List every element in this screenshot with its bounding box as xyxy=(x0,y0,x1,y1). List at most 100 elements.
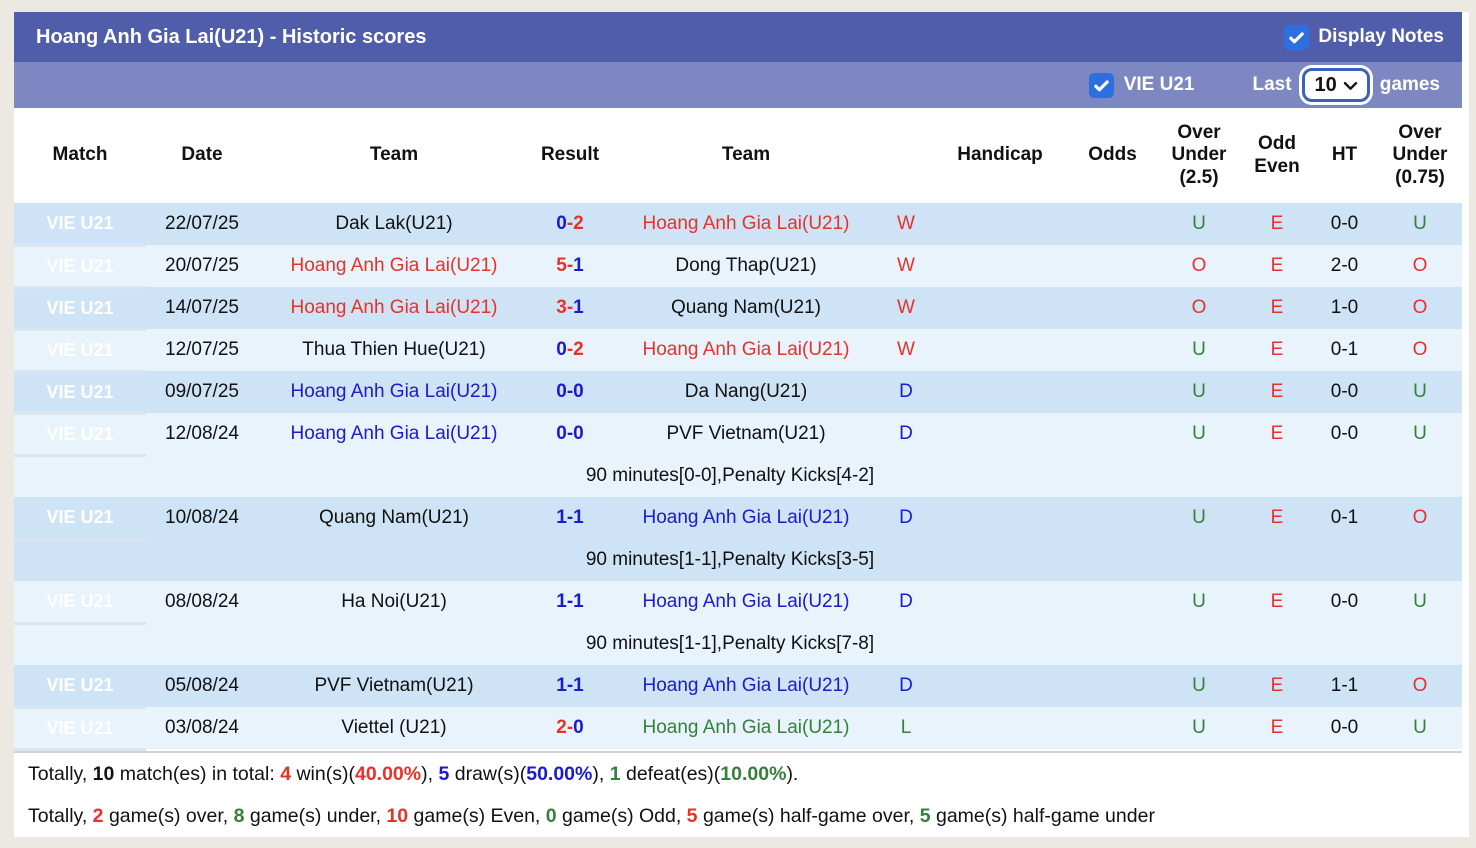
col-header-home-team: Team xyxy=(258,108,530,203)
ht-cell: 0-0 xyxy=(1311,707,1378,749)
col-header-letter xyxy=(882,108,930,203)
ht-cell: 2-0 xyxy=(1311,245,1378,287)
home-team-cell: Thua Thien Hue(U21) xyxy=(258,329,530,371)
odd-even-cell: E xyxy=(1243,581,1311,623)
table-header-row: Match Date Team Result Team Handicap Odd… xyxy=(14,108,1462,203)
away-team-cell: Hoang Anh Gia Lai(U21) xyxy=(610,581,882,623)
over-under-25-cell: U xyxy=(1155,497,1243,539)
match-cell-empty xyxy=(14,623,146,665)
table-row: VIE U21 09/07/25 Hoang Anh Gia Lai(U21) … xyxy=(14,371,1462,415)
score-dash: - xyxy=(566,591,574,612)
games-label: games xyxy=(1379,74,1440,95)
away-team-cell: Hoang Anh Gia Lai(U21) xyxy=(610,665,882,707)
ht-cell: 1-1 xyxy=(1311,665,1378,707)
over-under-075-cell: O xyxy=(1378,329,1462,371)
table-row: VIE U21 20/07/25 Hoang Anh Gia Lai(U21) … xyxy=(14,245,1462,289)
handicap-cell xyxy=(930,371,1070,413)
ht-cell: 0-1 xyxy=(1311,497,1378,539)
table-row: VIE U21 12/07/25 Thua Thien Hue(U21) 0-2… xyxy=(14,329,1462,373)
date-cell: 05/08/24 xyxy=(146,665,258,707)
home-team-cell: Hoang Anh Gia Lai(U21) xyxy=(258,371,530,413)
over-under-25-cell: U xyxy=(1155,581,1243,623)
result-cell: 0-2 xyxy=(530,329,610,371)
table-row: VIE U21 05/08/24 PVF Vietnam(U21) 1-1 Ho… xyxy=(14,665,1462,709)
league-badge: VIE U21 xyxy=(14,371,146,415)
col-header-date: Date xyxy=(146,108,258,203)
col-header-odd-even: Odd Even xyxy=(1243,108,1311,203)
away-score: 0 xyxy=(573,423,584,444)
score-dash: - xyxy=(566,507,574,528)
vie-u21-label[interactable]: VIE U21 xyxy=(1123,74,1195,95)
handicap-cell xyxy=(930,329,1070,371)
date-cell: 20/07/25 xyxy=(146,245,258,287)
over-under-075-cell: U xyxy=(1378,203,1462,245)
result-cell: 0-0 xyxy=(530,371,610,413)
home-score: 0 xyxy=(556,213,567,234)
league-badge: VIE U21 xyxy=(14,245,146,289)
col-header-odds: Odds xyxy=(1070,108,1155,203)
odd-even-cell: E xyxy=(1243,203,1311,245)
league-badge: VIE U21 xyxy=(14,329,146,373)
home-team-cell: Hoang Anh Gia Lai(U21) xyxy=(258,245,530,287)
display-notes-label[interactable]: Display Notes xyxy=(1318,26,1444,47)
away-score: 2 xyxy=(573,339,584,360)
odds-cell xyxy=(1070,665,1155,707)
result-letter: D xyxy=(882,581,930,623)
score-dash: - xyxy=(566,381,574,402)
odd-even-cell: E xyxy=(1243,329,1311,371)
away-score: 1 xyxy=(573,507,584,528)
league-badge: VIE U21 xyxy=(14,581,146,625)
handicap-cell xyxy=(930,707,1070,749)
display-notes-checkbox[interactable] xyxy=(1284,24,1310,50)
odd-even-cell: E xyxy=(1243,413,1311,455)
odd-even-cell: E xyxy=(1243,245,1311,287)
result-letter: D xyxy=(882,413,930,455)
col-header-handicap: Handicap xyxy=(930,108,1070,203)
home-score: 0 xyxy=(556,423,567,444)
home-team-cell: Viettel (U21) xyxy=(258,707,530,749)
table-row: VIE U21 14/07/25 Hoang Anh Gia Lai(U21) … xyxy=(14,287,1462,331)
handicap-cell xyxy=(930,581,1070,623)
handicap-cell xyxy=(930,287,1070,329)
league-badge: VIE U21 xyxy=(14,665,146,709)
vie-u21-checkbox[interactable] xyxy=(1088,72,1114,98)
col-header-over-under-075: Over Under (0.75) xyxy=(1378,108,1462,203)
score-dash: - xyxy=(566,213,574,234)
handicap-cell xyxy=(930,203,1070,245)
odds-cell xyxy=(1070,245,1155,287)
games-count-select[interactable]: 10 xyxy=(1301,68,1370,102)
away-team-cell: Dong Thap(U21) xyxy=(610,245,882,287)
score-dash: - xyxy=(566,339,574,360)
away-score: 1 xyxy=(573,591,584,612)
over-under-25-cell: U xyxy=(1155,371,1243,413)
result-cell: 0-0 xyxy=(530,413,610,455)
table-row: VIE U21 10/08/24 Quang Nam(U21) 1-1 Hoan… xyxy=(14,497,1462,541)
date-cell: 22/07/25 xyxy=(146,203,258,245)
over-under-075-cell: U xyxy=(1378,371,1462,413)
result-letter: W xyxy=(882,203,930,245)
date-cell: 09/07/25 xyxy=(146,371,258,413)
result-cell: 0-2 xyxy=(530,203,610,245)
away-score: 1 xyxy=(573,297,584,318)
odds-cell xyxy=(1070,287,1155,329)
note-row: 90 minutes[1-1],Penalty Kicks[7-8] xyxy=(14,623,1462,665)
away-team-cell: Da Nang(U21) xyxy=(610,371,882,413)
col-header-over-under-25: Over Under (2.5) xyxy=(1155,108,1243,203)
ht-cell: 0-1 xyxy=(1311,329,1378,371)
chevron-down-icon xyxy=(1343,81,1358,90)
result-cell: 5-1 xyxy=(530,245,610,287)
table-row: VIE U21 12/08/24 Hoang Anh Gia Lai(U21) … xyxy=(14,413,1462,457)
ht-cell: 0-0 xyxy=(1311,203,1378,245)
result-cell: 3-1 xyxy=(530,287,610,329)
odds-cell xyxy=(1070,203,1155,245)
league-badge: VIE U21 xyxy=(14,707,146,751)
note-row: 90 minutes[0-0],Penalty Kicks[4-2] xyxy=(14,455,1462,497)
league-badge: VIE U21 xyxy=(14,413,146,457)
over-under-075-cell: U xyxy=(1378,413,1462,455)
display-notes-group: Display Notes xyxy=(1284,24,1444,50)
away-team-cell: PVF Vietnam(U21) xyxy=(610,413,882,455)
col-header-ht: HT xyxy=(1311,108,1378,203)
away-team-cell: Hoang Anh Gia Lai(U21) xyxy=(610,203,882,245)
score-dash: - xyxy=(566,717,574,738)
result-cell: 2-0 xyxy=(530,707,610,749)
